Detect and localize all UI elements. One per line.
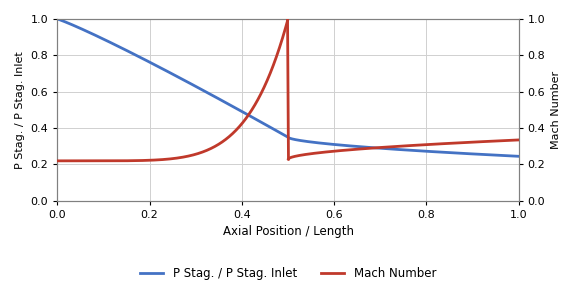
Line: P Stag. / P Stag. Inlet: P Stag. / P Stag. Inlet bbox=[58, 19, 518, 156]
P Stag. / P Stag. Inlet bbox=[347, 144, 354, 148]
P Stag. / P Stag. Inlet bbox=[515, 155, 522, 158]
Mach Number bbox=[113, 159, 120, 162]
Mach Number bbox=[284, 19, 291, 22]
Legend: P Stag. / P Stag. Inlet, Mach Number: P Stag. / P Stag. Inlet, Mach Number bbox=[135, 263, 441, 285]
Y-axis label: Mach Number: Mach Number bbox=[551, 71, 561, 149]
Mach Number bbox=[94, 159, 101, 162]
Y-axis label: P Stag. / P Stag. Inlet: P Stag. / P Stag. Inlet bbox=[15, 51, 25, 169]
Mach Number bbox=[190, 153, 196, 157]
P Stag. / P Stag. Inlet bbox=[54, 17, 61, 21]
Mach Number bbox=[207, 147, 214, 150]
Mach Number bbox=[158, 158, 165, 161]
Mach Number bbox=[54, 159, 61, 163]
P Stag. / P Stag. Inlet bbox=[321, 142, 328, 145]
P Stag. / P Stag. Inlet bbox=[404, 148, 411, 152]
Line: Mach Number: Mach Number bbox=[58, 21, 287, 161]
X-axis label: Axial Position / Length: Axial Position / Length bbox=[222, 226, 354, 238]
Mach Number bbox=[227, 134, 234, 137]
P Stag. / P Stag. Inlet bbox=[82, 29, 89, 33]
P Stag. / P Stag. Inlet bbox=[451, 151, 458, 155]
P Stag. / P Stag. Inlet bbox=[334, 143, 340, 147]
